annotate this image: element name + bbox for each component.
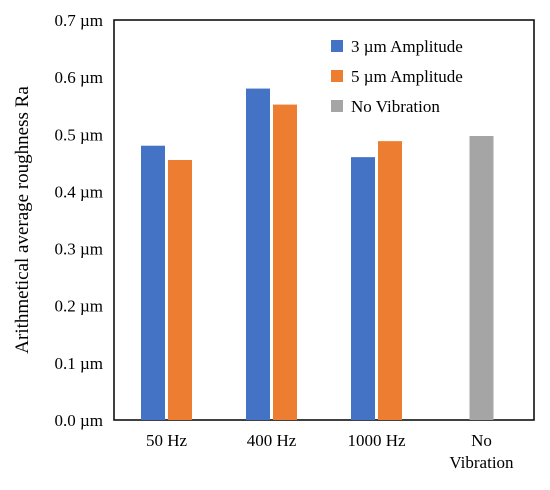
bar — [351, 157, 375, 420]
legend: 3 µm Amplitude 5 µm Amplitude No Vibration — [331, 37, 463, 116]
y-axis-label: Arithmetical average roughness Ra — [12, 86, 33, 354]
x-category-label: No Vibration — [449, 431, 514, 472]
x-category-label: 400 Hz — [247, 431, 297, 450]
y-tick-label: 0.1 µm — [54, 354, 103, 373]
bar — [469, 136, 494, 420]
x-category-label: 1000 Hz — [347, 431, 406, 450]
bar — [246, 88, 270, 421]
bar — [273, 104, 297, 421]
y-tick-label: 0.0 µm — [54, 411, 103, 430]
bar — [141, 145, 165, 420]
legend-label: No Vibration — [351, 97, 440, 116]
x-axis-categories: 50 Hz 400 Hz 1000 Hz No Vibration — [146, 431, 514, 472]
legend-swatch — [331, 40, 343, 52]
legend-label: 3 µm Amplitude — [351, 37, 463, 56]
y-tick-label: 0.3 µm — [54, 240, 103, 259]
y-tick-label: 0.2 µm — [54, 297, 103, 316]
bar — [378, 141, 402, 420]
legend-swatch — [331, 70, 343, 82]
bar — [168, 160, 192, 420]
legend-swatch — [331, 100, 343, 112]
y-tick-label: 0.4 µm — [54, 182, 103, 201]
y-tick-label: 0.6 µm — [54, 68, 103, 87]
y-tick-label: 0.5 µm — [54, 125, 103, 144]
legend-label: 5 µm Amplitude — [351, 67, 463, 86]
plot-frame — [113, 19, 535, 421]
y-tick-label: 0.7 µm — [54, 11, 103, 30]
bars — [141, 88, 494, 421]
x-category-label: 50 Hz — [146, 431, 188, 450]
y-axis-ticks: 0.0 µm 0.1 µm 0.2 µm 0.3 µm 0.4 µm 0.5 µm 0.6 … — [54, 11, 103, 430]
